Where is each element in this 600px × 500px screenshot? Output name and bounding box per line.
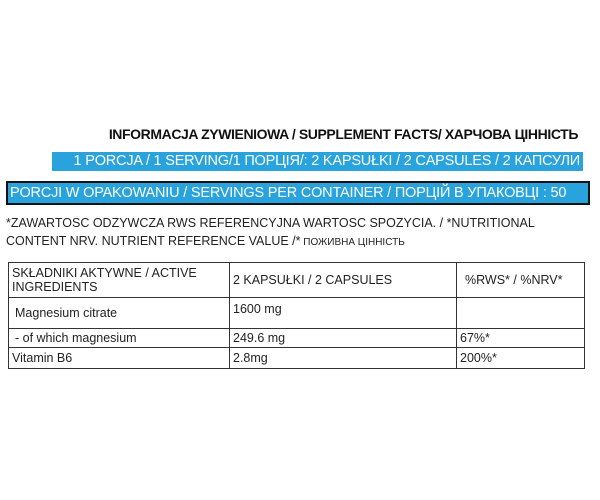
ingredient-nrv [456, 297, 585, 329]
ingredient-name: Magnesium citrate [8, 297, 230, 329]
header-amount: 2 KAPSUŁKI / 2 CAPSULES [229, 262, 457, 298]
servings-per-container-banner: PORCJI W OPAKOWANIU / SERVINGS PER CONTA… [6, 181, 590, 205]
ingredient-amount: 2.8mg [229, 347, 457, 369]
ingredient-amount: 249.6 mg [229, 328, 457, 348]
supplement-facts-title: INFORMACJA ZYWIENIOWA / SUPPLEMENT FACTS… [108, 126, 579, 142]
footnote-cyrillic: ПОЖИВНА ЦІННІСТЬ [300, 237, 405, 248]
header-nrv: %RWS* / %NRV* [456, 262, 585, 298]
footnote-text: *ZAWARTOSC ODZYWCZA RWS REFERENCYJNA WAR… [6, 216, 535, 248]
table-row: Vitamin B6 2.8mg 200%* [8, 347, 585, 369]
table-header-row: SKŁADNIKI AKTYWNE / ACTIVE INGREDIENTS 2… [8, 262, 585, 298]
ingredient-amount: 1600 mg [229, 297, 457, 329]
table-row: - of which magnesium 249.6 mg 67%* [8, 328, 585, 348]
ingredient-nrv: 67%* [456, 328, 585, 348]
ingredient-name: - of which magnesium [8, 328, 230, 348]
header-ingredients: SKŁADNIKI AKTYWNE / ACTIVE INGREDIENTS [8, 262, 230, 298]
ingredient-name: Vitamin B6 [8, 347, 230, 369]
nrv-footnote: *ZAWARTOSC ODZYWCZA RWS REFERENCYJNA WAR… [6, 214, 594, 252]
ingredients-table: SKŁADNIKI AKTYWNE / ACTIVE INGREDIENTS 2… [8, 262, 585, 369]
table-row: Magnesium citrate 1600 mg [8, 297, 585, 329]
ingredient-nrv: 200%* [456, 347, 585, 369]
serving-size-banner: 1 PORCJA / 1 SERVING/1 ПОРЦІЯ/: 2 KAPSUŁ… [52, 152, 583, 171]
